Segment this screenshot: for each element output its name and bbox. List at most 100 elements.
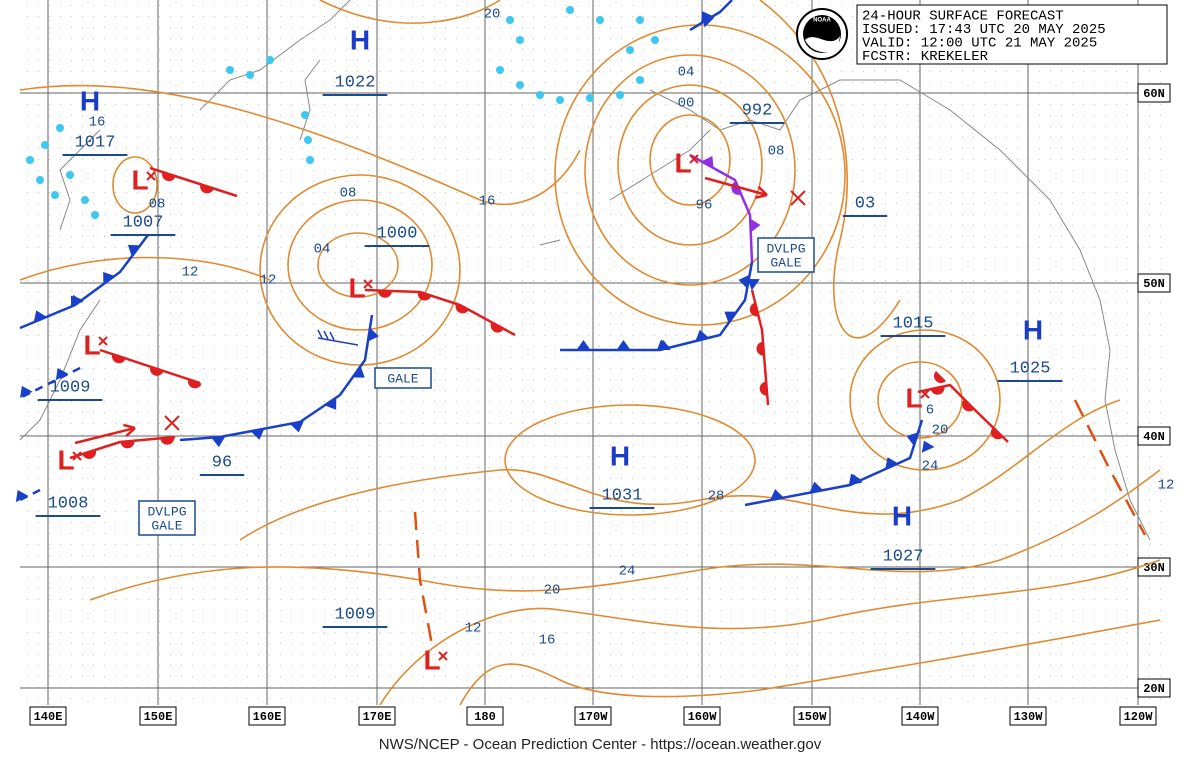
- warning-text: GALE: [387, 371, 418, 386]
- pressure-label: 992: [742, 101, 773, 120]
- lat-label-box: [1137, 426, 1171, 446]
- front-semicircle: [417, 291, 432, 301]
- isobar-label: 28: [708, 489, 725, 505]
- logo-text: NOAA: [813, 18, 831, 24]
- isobar-label: 24: [619, 564, 636, 580]
- warning-box: [374, 367, 432, 389]
- motion-arrow: [74, 426, 136, 445]
- high-symbol: H: [1023, 314, 1043, 345]
- low-x: [72, 451, 82, 461]
- front-triangle: [127, 244, 141, 257]
- front-semicircle: [120, 440, 135, 449]
- isobar-label: 08: [768, 144, 785, 160]
- front-triangle: [906, 432, 919, 446]
- pressure-label: 1015: [893, 314, 934, 333]
- pressure-label: 1009: [335, 605, 376, 624]
- front-semicircle: [759, 381, 768, 396]
- lon-label-box: [574, 706, 612, 726]
- lat-label-box: [1137, 83, 1171, 103]
- low-symbol: L: [423, 644, 440, 675]
- front-triangle: [289, 421, 304, 433]
- front-triangle: [324, 397, 337, 410]
- lon-label-box: [1009, 706, 1047, 726]
- warm-front: [99, 348, 201, 385]
- low-symbol: L: [348, 272, 365, 303]
- lon-label: 140W: [906, 710, 936, 724]
- front-semicircle: [200, 184, 214, 194]
- front-triangle: [211, 436, 226, 448]
- front-triangle: [770, 489, 784, 501]
- front-triangle: [352, 366, 365, 378]
- warm-front: [364, 288, 516, 337]
- lon-label: 170E: [363, 710, 392, 724]
- wind-barb: [317, 329, 359, 346]
- high-symbol: H: [610, 440, 630, 471]
- warning-text: DVLPG: [147, 504, 186, 519]
- front-triangle: [20, 385, 33, 398]
- low-symbol: L: [131, 164, 148, 195]
- lon-label-box: [683, 706, 721, 726]
- lon-label: 160W: [688, 710, 718, 724]
- low-x: [920, 389, 930, 399]
- front-semicircle: [490, 322, 504, 333]
- front-semicircle: [455, 303, 469, 314]
- front-triangle: [809, 481, 824, 493]
- pressure-label: 1022: [335, 73, 376, 92]
- warning-text: DVLPG: [766, 241, 805, 256]
- front-semicircle: [377, 290, 392, 298]
- isobar-label: 12: [1158, 478, 1175, 494]
- lat-label: 20N: [1143, 682, 1165, 696]
- low-x: [363, 279, 373, 289]
- lon-label-box: [466, 706, 504, 726]
- front-triangle: [33, 310, 47, 323]
- isobar-label: 12: [260, 273, 277, 289]
- arrow-head: [123, 423, 136, 438]
- header-line: ISSUED: 17:43 UTC 20 MAY 2025: [862, 22, 1106, 38]
- isobar-label: 16: [539, 633, 556, 649]
- lon-label-box: [793, 706, 831, 726]
- front-triangle: [70, 294, 84, 307]
- pressure-label: 96: [212, 453, 232, 472]
- front-triangle: [656, 340, 671, 350]
- lon-label: 120W: [1124, 710, 1154, 724]
- lon-label: 140E: [34, 710, 63, 724]
- front-triangle: [701, 155, 714, 169]
- lon-label-box: [29, 706, 67, 726]
- isobar-label: 04: [314, 242, 331, 258]
- lat-label: 30N: [1143, 561, 1165, 575]
- lon-label-box: [139, 706, 177, 726]
- isobar-label: 12: [465, 621, 482, 637]
- front-semicircle: [933, 371, 946, 383]
- front-triangle: [885, 457, 899, 470]
- isobar-label: 96: [696, 198, 713, 214]
- front-triangle: [848, 474, 863, 486]
- front-triangle: [738, 274, 750, 289]
- front-triangle: [616, 340, 631, 350]
- header-line: 24-HOUR SURFACE FORECAST: [862, 9, 1064, 25]
- lon-label: 160E: [253, 710, 282, 724]
- cold-front: [19, 234, 149, 330]
- front-triangle: [724, 311, 737, 324]
- sea-ice: [26, 6, 659, 219]
- high-symbol: H: [80, 85, 100, 116]
- noaa-logo: NOAA: [796, 8, 848, 60]
- front-triangle: [750, 218, 761, 233]
- cold-front: [689, 0, 733, 32]
- pressure-label: 1000: [377, 224, 418, 243]
- front-semicircle: [149, 366, 164, 376]
- low-symbol: L: [674, 147, 691, 178]
- lat-label-box: [1137, 678, 1171, 698]
- front-triangle: [250, 428, 265, 440]
- front-triangle: [15, 490, 29, 503]
- coastlines: [19, 0, 1151, 541]
- lon-label: 170W: [579, 710, 609, 724]
- lat-label: 60N: [1143, 87, 1165, 101]
- warning-text: GALE: [151, 518, 182, 533]
- low-x: [689, 154, 699, 164]
- front-triangle: [921, 440, 935, 453]
- isobar-label: 04: [678, 65, 695, 81]
- header-line: FCSTR: KREKELER: [862, 49, 989, 65]
- low-x: [146, 171, 156, 181]
- arrow-head: [755, 185, 768, 199]
